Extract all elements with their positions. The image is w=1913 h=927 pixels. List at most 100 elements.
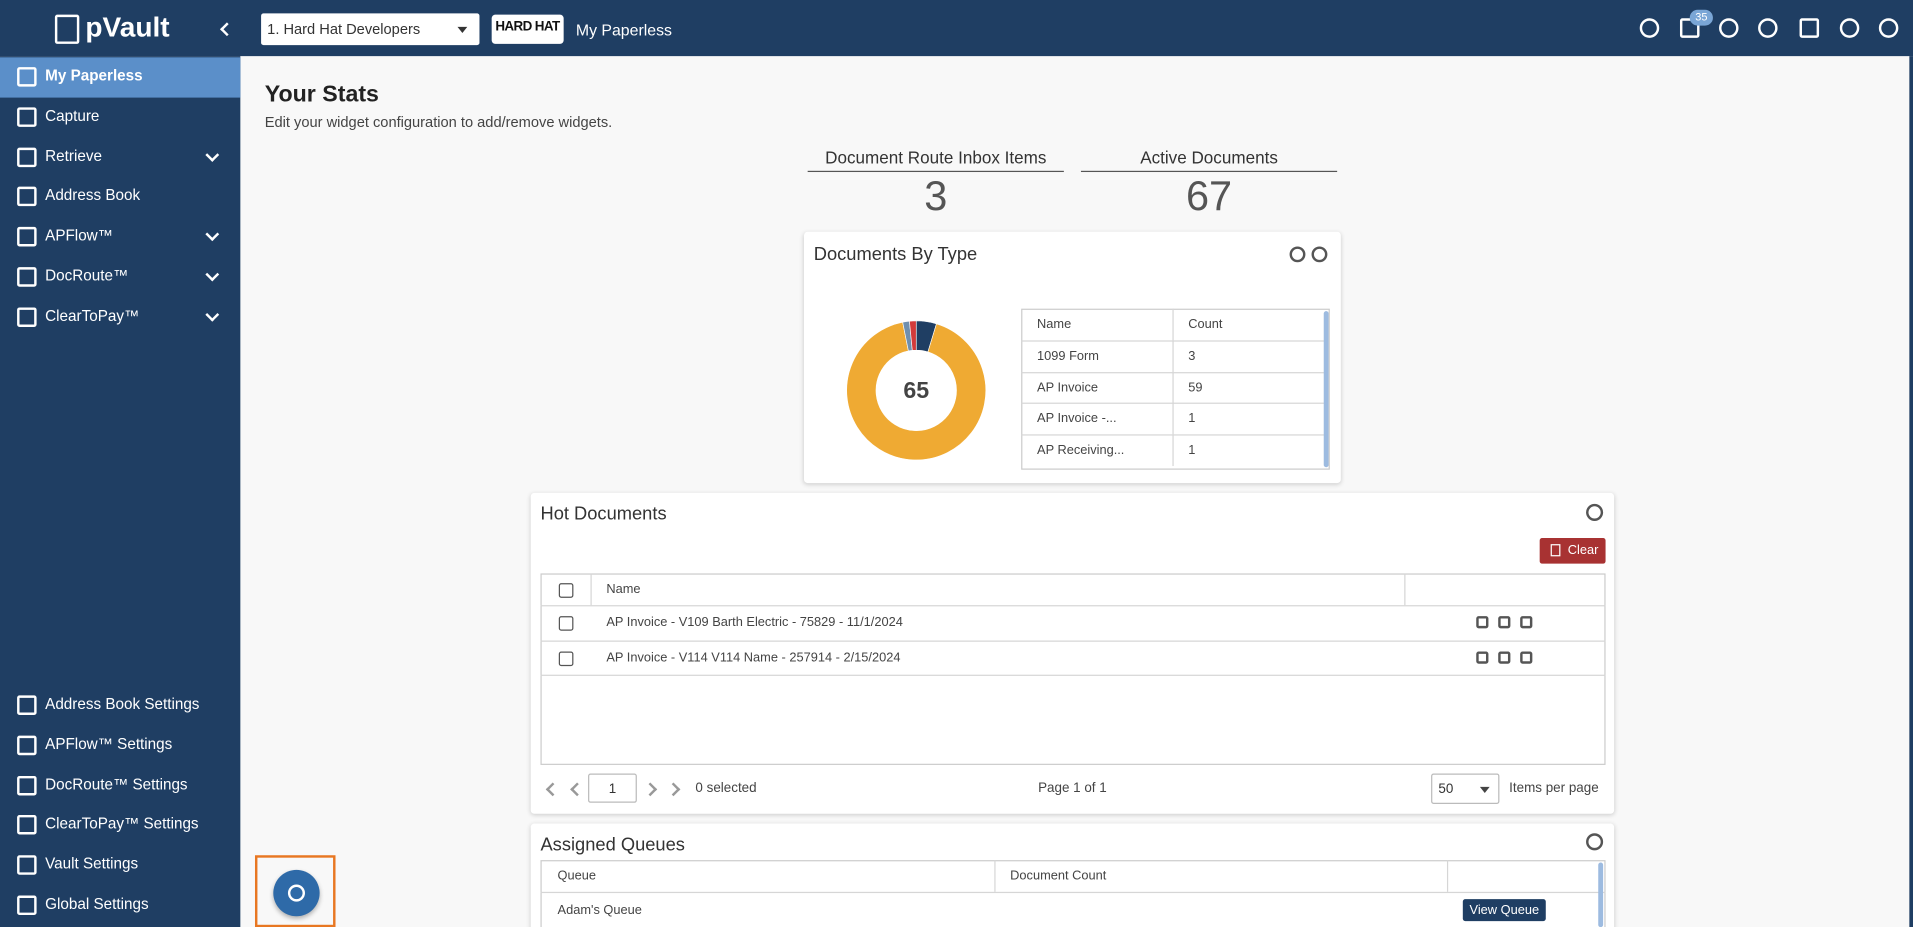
page-size-select[interactable]: 50 xyxy=(1431,773,1500,804)
page-size-value: 50 xyxy=(1438,782,1454,797)
settings-item[interactable]: DocRoute™ Settings xyxy=(45,775,188,793)
nav-item[interactable]: Capture xyxy=(45,107,100,125)
settings-item[interactable]: Vault Settings xyxy=(45,855,139,873)
refresh-icon[interactable] xyxy=(1586,503,1604,521)
nav-icon[interactable] xyxy=(17,67,37,87)
row-line xyxy=(540,674,1606,676)
col-divider xyxy=(994,860,996,892)
row-action[interactable] xyxy=(1520,616,1533,629)
stat-label: Active Documents xyxy=(1140,147,1278,168)
settings-item[interactable]: Address Book Settings xyxy=(45,695,200,713)
column-header: Document Count xyxy=(1010,868,1107,884)
row-action[interactable] xyxy=(1498,650,1511,664)
settings-icon[interactable] xyxy=(17,815,37,835)
settings-icon[interactable] xyxy=(17,895,37,916)
widget-config-highlight xyxy=(254,855,336,927)
settings-icon[interactable] xyxy=(17,775,37,795)
widget-title: Assigned Queues xyxy=(540,834,685,856)
nav-item[interactable]: APFlow™ xyxy=(45,227,113,245)
header-icon[interactable] xyxy=(1758,18,1778,38)
clear-button[interactable]: Clear xyxy=(1539,538,1606,564)
row-line xyxy=(1021,434,1327,436)
nav-icon[interactable] xyxy=(17,187,37,207)
nav-item[interactable]: ClearToPay™ xyxy=(45,307,140,325)
column-header: Name xyxy=(1037,317,1072,332)
type-count: 59 xyxy=(1188,380,1203,395)
settings-icon[interactable] xyxy=(1289,246,1306,263)
widget-title: Hot Documents xyxy=(540,503,667,525)
select-arrow xyxy=(457,26,468,33)
organization-select[interactable]: 1. Hard Hat Developers xyxy=(261,13,480,46)
nav-item[interactable]: Address Book xyxy=(45,187,141,205)
checkbox[interactable] xyxy=(558,583,574,598)
view-queue-label: View Queue xyxy=(1469,902,1540,918)
table-scrollbar xyxy=(1598,862,1604,927)
page-size-label: Items per page xyxy=(1509,780,1599,796)
column-header: Count xyxy=(1188,317,1223,332)
nav-icon[interactable] xyxy=(17,307,37,327)
header-icon[interactable] xyxy=(1839,18,1860,38)
nav-item[interactable]: My Paperless xyxy=(45,67,143,85)
nav-item[interactable]: Retrieve xyxy=(45,147,102,165)
nav-icon[interactable] xyxy=(17,227,37,247)
page-title: Your Stats xyxy=(264,81,379,108)
checkbox[interactable] xyxy=(558,650,574,666)
type-name: 1099 Form xyxy=(1037,348,1099,364)
checkbox[interactable] xyxy=(558,616,574,631)
nav-item[interactable]: DocRoute™ xyxy=(45,267,129,285)
row-line xyxy=(1021,371,1327,373)
header-icon[interactable] xyxy=(1799,18,1820,38)
document-name[interactable]: AP Invoice - V114 V114 Name - 257914 - 2… xyxy=(606,649,901,665)
type-name: AP Invoice -... xyxy=(1037,411,1117,427)
nav-icon[interactable] xyxy=(17,107,37,127)
clear-label: Clear xyxy=(1567,542,1599,558)
selected-count: 0 selected xyxy=(695,780,757,796)
table-scrollbar xyxy=(1323,311,1329,468)
stat-underline xyxy=(807,170,1064,173)
stat-underline xyxy=(1080,170,1338,173)
settings-icon[interactable] xyxy=(17,855,37,875)
settings-item[interactable]: Global Settings xyxy=(45,895,149,913)
col-divider xyxy=(1172,308,1174,341)
page-input[interactable]: 1 xyxy=(588,773,637,803)
gear-icon xyxy=(287,884,306,902)
stat-value: 67 xyxy=(1185,173,1233,220)
column-header: Queue xyxy=(557,868,597,884)
header-icon[interactable] xyxy=(1719,18,1739,38)
view-queue-button[interactable]: View Queue xyxy=(1462,899,1546,922)
col-divider xyxy=(1446,860,1449,892)
stat-value: 3 xyxy=(924,173,948,220)
row-action[interactable] xyxy=(1520,650,1533,664)
page-input-value: 1 xyxy=(608,782,617,797)
stat-label: Document Route Inbox Items xyxy=(825,147,1047,168)
document-name[interactable]: AP Invoice - V109 Barth Electric - 75829… xyxy=(606,614,903,630)
settings-item[interactable]: APFlow™ Settings xyxy=(45,735,173,753)
org-logo: HARD HAT xyxy=(491,14,564,44)
refresh-icon[interactable] xyxy=(1311,246,1328,263)
row-line xyxy=(540,891,1606,894)
refresh-icon[interactable] xyxy=(1586,833,1604,851)
table-border xyxy=(540,860,1606,927)
organization-name: 1. Hard Hat Developers xyxy=(267,20,421,38)
nav-icon[interactable] xyxy=(17,267,37,287)
row-action[interactable] xyxy=(1476,650,1489,664)
row-line xyxy=(1021,403,1327,405)
page-info: Page 1 of 1 xyxy=(1038,780,1107,796)
row-action[interactable] xyxy=(1498,616,1511,629)
type-count: 1 xyxy=(1188,411,1196,427)
header-icon[interactable] xyxy=(1639,18,1660,38)
col-divider xyxy=(1172,340,1174,373)
settings-icon[interactable] xyxy=(17,695,37,715)
nav-icon[interactable] xyxy=(17,147,37,167)
table-border xyxy=(540,573,1606,765)
type-count: 1 xyxy=(1188,442,1196,458)
nav-active xyxy=(0,57,241,98)
settings-item[interactable]: ClearToPay™ Settings xyxy=(45,815,199,833)
page-subtitle: Edit your widget configuration to add/re… xyxy=(264,113,613,131)
settings-icon[interactable] xyxy=(17,735,37,755)
header-icon[interactable] xyxy=(1878,18,1899,38)
select-arrow xyxy=(1479,786,1490,794)
row-action[interactable] xyxy=(1476,616,1489,629)
table-border xyxy=(1021,308,1330,470)
